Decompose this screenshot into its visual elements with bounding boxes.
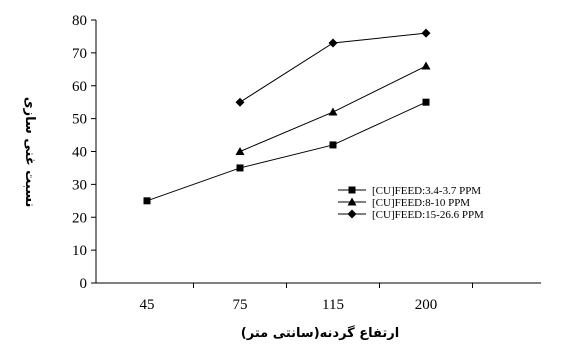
legend-label: [CU]FEED:15-26.6 PPM <box>372 209 484 221</box>
x-tick-label: 75 <box>233 297 248 313</box>
x-ticks: 45 75 115 200 <box>140 283 473 313</box>
y-tick-label: 70 <box>72 46 87 62</box>
y-tick-label: 50 <box>72 112 87 128</box>
legend: [CU]FEED:3.4-3.7 PPM[CU]FEED:8-10 PPM[CU… <box>338 185 484 221</box>
data-point-square <box>422 98 430 106</box>
series-1 <box>143 98 430 205</box>
data-point-square <box>143 197 151 205</box>
legend-item: [CU]FEED:3.4-3.7 PPM <box>338 185 481 197</box>
y-tick-label: 10 <box>72 243 87 259</box>
data-point-square <box>329 141 337 149</box>
data-point-triangle <box>421 61 431 70</box>
series-line <box>146 101 427 202</box>
data-point-square <box>348 186 356 194</box>
x-axis-title: ارتفاع گردنه(سانتی متر) <box>241 325 399 341</box>
data-point-triangle <box>235 147 245 155</box>
y-tick-label: 40 <box>72 145 87 161</box>
series-3 <box>235 28 431 107</box>
data-point-triangle <box>347 197 357 206</box>
y-ticks: 0 10 20 30 40 50 60 70 80 <box>72 13 96 292</box>
y-tick-label: 30 <box>72 177 87 193</box>
data-point-diamond <box>235 97 245 107</box>
y-tick-label: 60 <box>72 79 87 95</box>
series-2 <box>235 61 431 155</box>
data-point-triangle <box>328 107 338 116</box>
data-point-diamond <box>421 28 431 38</box>
x-tick-label: 200 <box>415 297 438 313</box>
y-tick-label: 0 <box>80 276 88 292</box>
legend-label: [CU]FEED:8-10 PPM <box>372 197 470 209</box>
legend-item: [CU]FEED:15-26.6 PPM <box>338 209 484 221</box>
y-tick-label: 80 <box>72 13 87 29</box>
data-point-diamond <box>328 38 338 48</box>
data-point-square <box>236 164 244 172</box>
y-tick-label: 20 <box>72 210 87 226</box>
y-axis-title: نسبت غنی سازی <box>22 97 37 208</box>
legend-item: [CU]FEED:8-10 PPM <box>338 197 470 209</box>
x-tick-label: 115 <box>322 297 344 313</box>
x-tick-label: 45 <box>140 297 155 313</box>
axes <box>95 20 541 284</box>
legend-label: [CU]FEED:3.4-3.7 PPM <box>372 185 481 197</box>
series-group <box>143 28 431 205</box>
data-point-diamond <box>347 209 357 219</box>
